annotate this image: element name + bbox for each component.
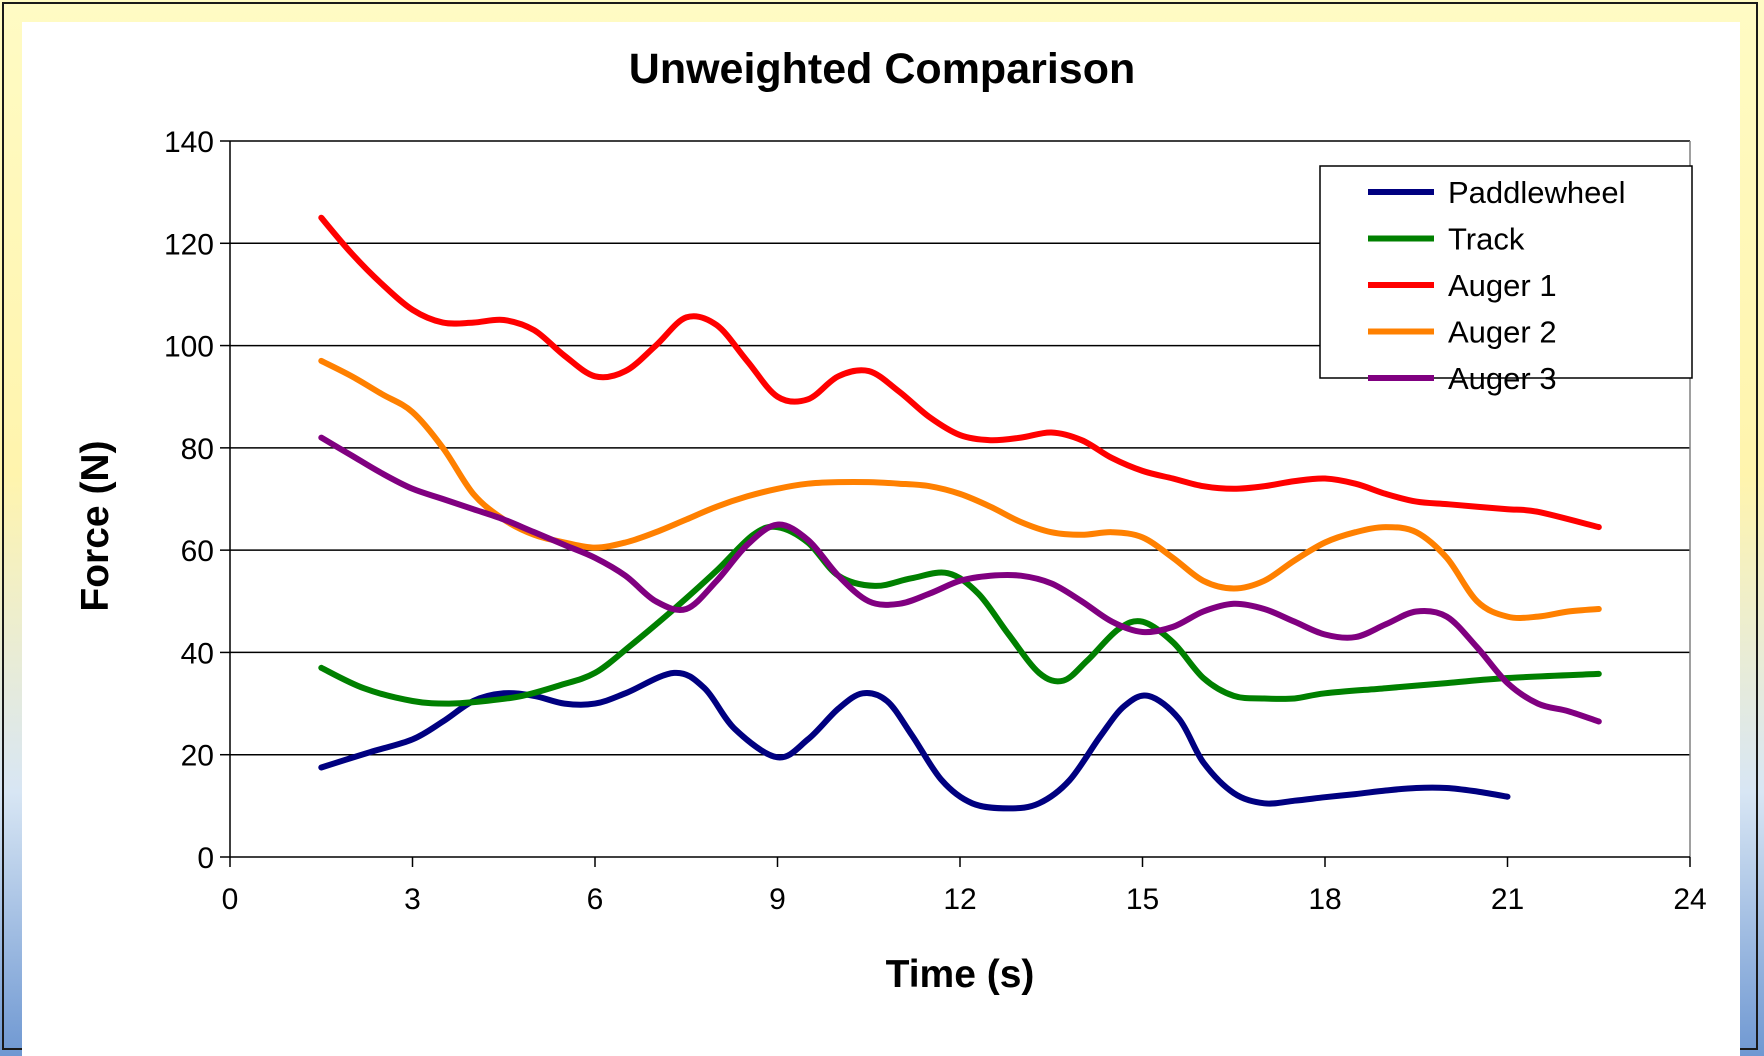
x-tick-label: 18 <box>1308 883 1341 916</box>
legend: Paddlewheel Track Auger 1 Auger 2 Auger 3 <box>1319 165 1693 396</box>
legend-label-paddlewheel: Paddlewheel <box>1448 175 1626 210</box>
legend-label-auger-1: Auger 1 <box>1448 268 1557 303</box>
y-tick-label: 60 <box>181 535 214 568</box>
series-line-paddlewheel <box>318 669 1511 812</box>
legend-label-auger-3: Auger 3 <box>1448 361 1557 396</box>
legend-label-track: Track <box>1448 222 1525 257</box>
tick-labels: 0 20 40 60 80 100 120 140 0 3 6 9 12 15 18 21 24 <box>164 126 1707 916</box>
x-tick-label: 3 <box>404 883 421 916</box>
y-tick-label: 100 <box>164 331 214 364</box>
x-tick-label: 6 <box>587 883 604 916</box>
x-tick-label: 21 <box>1491 883 1524 916</box>
chart-title: Unweighted Comparison <box>629 45 1135 93</box>
series-line-track <box>318 523 1602 707</box>
x-tick-label: 12 <box>943 883 976 916</box>
series-line-auger-1 <box>318 214 1602 531</box>
x-tick-label: 24 <box>1673 883 1706 916</box>
y-tick-label: 40 <box>181 637 214 670</box>
y-tick-label: 20 <box>181 740 214 773</box>
y-tick-label: 140 <box>164 126 214 159</box>
y-axis-label: Force (N) <box>74 440 117 611</box>
x-tick-label: 15 <box>1126 883 1159 916</box>
x-axis-label: Time (s) <box>886 953 1035 996</box>
x-tick-label: 0 <box>222 883 239 916</box>
x-tick-label: 9 <box>769 883 786 916</box>
y-tick-label: 120 <box>164 228 214 261</box>
y-tick-label: 0 <box>197 842 214 875</box>
series-line-auger-3 <box>318 434 1602 725</box>
series-lines <box>318 214 1602 812</box>
legend-box <box>1319 165 1693 379</box>
legend-label-auger-2: Auger 2 <box>1448 315 1557 350</box>
y-tick-label: 80 <box>181 433 214 466</box>
